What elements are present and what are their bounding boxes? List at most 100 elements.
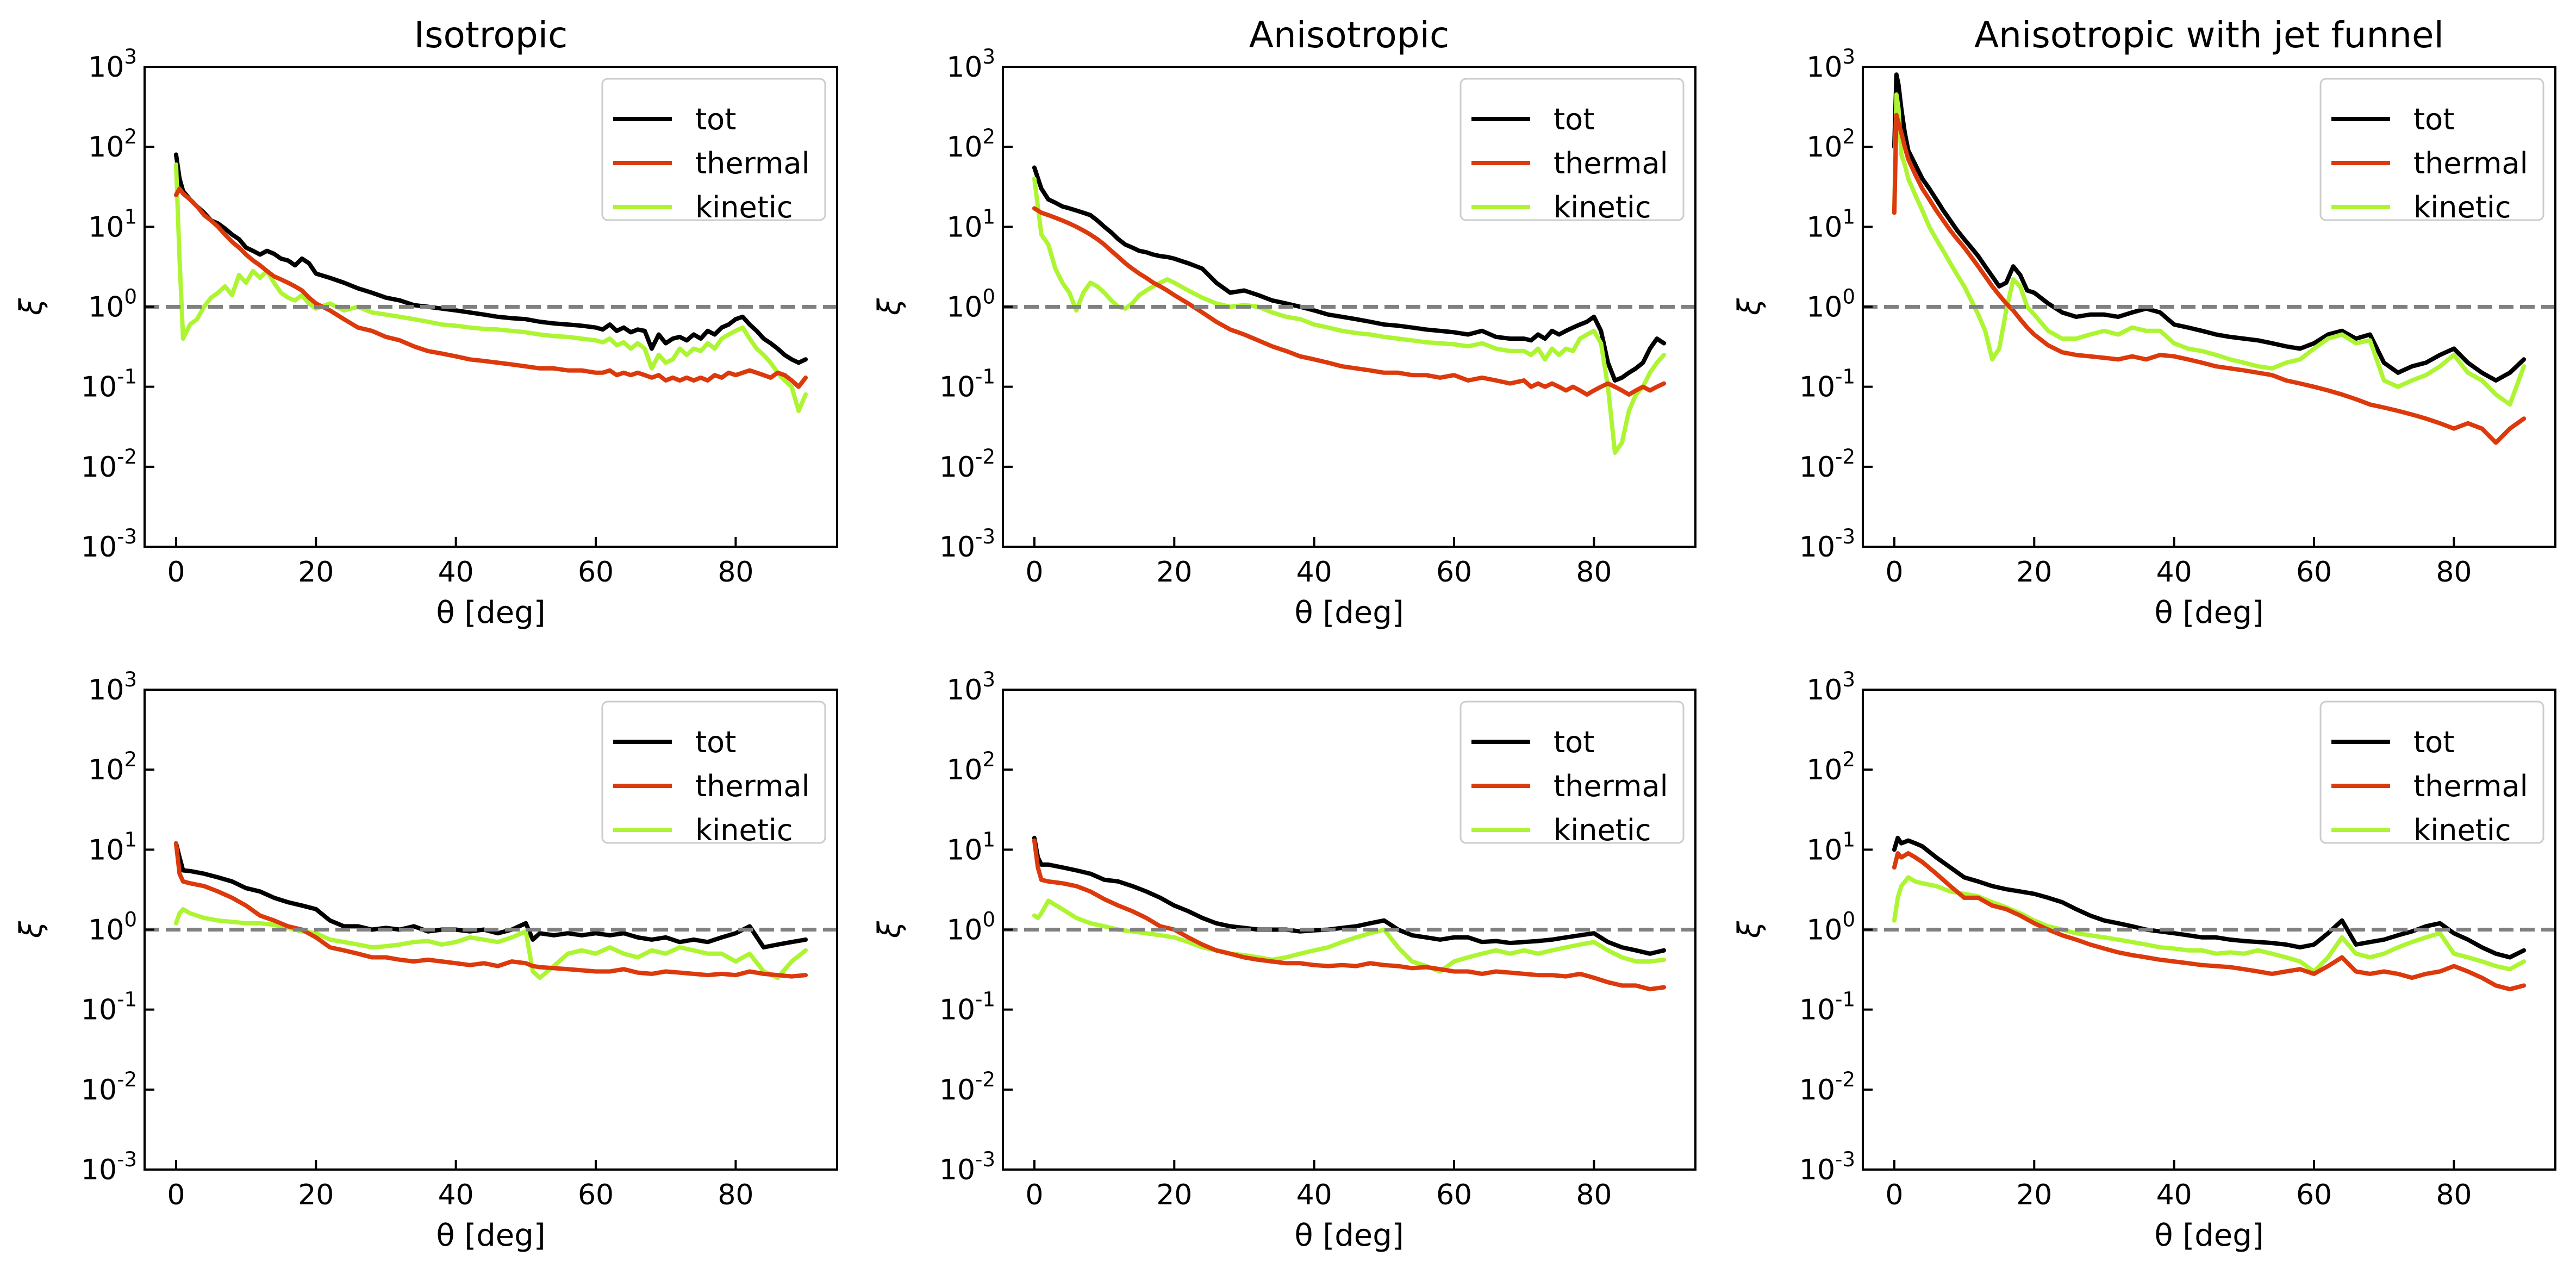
subplot-title: Anisotropic with jet funnel <box>1974 14 2444 56</box>
y-tick-label: 103 <box>1806 668 1855 707</box>
x-axis-label: θ [deg] <box>2154 595 2263 630</box>
legend-box <box>2319 701 2544 844</box>
legend: tot thermal kinetic <box>601 78 826 224</box>
x-tick-label: 80 <box>2436 556 2472 589</box>
y-tick-label: 102 <box>946 748 995 786</box>
x-tick-label: 20 <box>298 556 334 589</box>
y-tick-label: 102 <box>1806 125 1855 164</box>
y-tick-label: 101 <box>88 205 137 243</box>
legend-label-tot: tot <box>2413 725 2454 759</box>
legend: tot thermal kinetic <box>2319 701 2544 847</box>
y-tick-label: 10-1 <box>81 365 137 404</box>
legend-label-thermal: thermal <box>2413 769 2528 803</box>
y-tick-label: 10-3 <box>1799 1148 1855 1186</box>
series-line-thermal <box>173 841 808 979</box>
series-line-kinetic <box>173 162 808 413</box>
y-tick-label: 10-1 <box>939 988 995 1027</box>
legend-label-kinetic: kinetic <box>1554 190 1651 224</box>
y-tick-label: 103 <box>946 45 995 84</box>
y-tick-label: 102 <box>88 125 137 164</box>
y-axis-label: ξ <box>872 298 907 316</box>
legend: tot thermal kinetic <box>1459 78 1685 224</box>
y-tick-label: 10-2 <box>81 1068 137 1107</box>
x-axis-label: θ [deg] <box>2154 1218 2263 1253</box>
y-tick-label: 103 <box>88 45 137 84</box>
x-tick-label: 0 <box>167 556 185 589</box>
y-axis-label: ξ <box>14 298 49 316</box>
legend: tot thermal kinetic <box>601 701 826 847</box>
subplot-6: 0 20 40 60 80 10-3 10-2 10-1 100 101 102 103 θ [deg]… <box>1732 668 2556 1253</box>
y-tick-label: 10-2 <box>939 445 995 484</box>
legend-box <box>1459 701 1685 844</box>
legend-label-kinetic: kinetic <box>2413 190 2511 224</box>
legend-label-tot: tot <box>695 725 736 759</box>
y-tick-label: 100 <box>946 285 995 324</box>
x-tick-label: 20 <box>2016 1179 2052 1211</box>
subplot-title: Isotropic <box>414 14 568 56</box>
y-tick-label: 103 <box>88 668 137 707</box>
x-axis-label: θ [deg] <box>1294 1218 1404 1253</box>
y-tick-label: 10-3 <box>81 1148 137 1186</box>
legend-label-tot: tot <box>1554 725 1594 759</box>
x-tick-label: 80 <box>718 556 753 589</box>
legend-label-thermal: thermal <box>695 769 810 803</box>
series-line-kinetic <box>1032 176 1667 455</box>
subplot-5: 0 20 40 60 80 10-3 10-2 10-1 100 101 102 103 θ [deg]… <box>872 668 1696 1253</box>
subplot-4: 0 20 40 60 80 10-3 10-2 10-1 100 101 102 103 θ [deg]… <box>14 668 838 1253</box>
y-tick-label: 101 <box>1806 828 1855 866</box>
y-tick-label: 101 <box>946 205 995 243</box>
series-line-tot <box>1032 165 1667 383</box>
y-tick-label: 10-2 <box>1799 1068 1855 1107</box>
series-line-thermal <box>1032 206 1667 397</box>
y-axis-label: ξ <box>872 921 907 939</box>
x-tick-label: 60 <box>2296 1179 2332 1211</box>
legend-label-tot: tot <box>2413 102 2454 136</box>
y-tick-label: 10-3 <box>939 1148 995 1186</box>
subplot-title: Anisotropic <box>1249 14 1450 56</box>
x-tick-label: 80 <box>2436 1179 2472 1211</box>
legend-box <box>601 78 826 221</box>
subplot-2: 0 20 40 60 80 10-3 10-2 10-1 100 101 102 103 Anisotr… <box>872 14 1696 630</box>
x-tick-label: 80 <box>718 1179 753 1211</box>
legend-label-thermal: thermal <box>2413 146 2528 180</box>
y-tick-label: 103 <box>946 668 995 707</box>
y-tick-label: 100 <box>88 908 137 947</box>
x-tick-label: 0 <box>167 1179 185 1211</box>
x-axis-label: θ [deg] <box>436 1218 545 1253</box>
y-axis-label: ξ <box>1732 298 1767 316</box>
subplot-1: 0 20 40 60 80 10-3 10-2 10-1 100 101 102 103 Isotrop… <box>14 14 838 630</box>
x-tick-label: 40 <box>1296 556 1332 589</box>
y-tick-label: 10-3 <box>81 525 137 564</box>
x-tick-label: 80 <box>1576 556 1612 589</box>
series-line-thermal <box>1892 851 2527 992</box>
series-line-thermal <box>173 186 808 389</box>
legend: tot thermal kinetic <box>1459 701 1685 847</box>
y-tick-label: 102 <box>88 748 137 786</box>
y-tick-label: 102 <box>1806 748 1855 786</box>
legend-label-kinetic: kinetic <box>1554 813 1651 847</box>
x-tick-label: 20 <box>298 1179 334 1211</box>
x-axis-label: θ [deg] <box>1294 595 1404 630</box>
x-tick-label: 60 <box>1436 1179 1472 1211</box>
y-tick-label: 100 <box>946 908 995 947</box>
x-tick-label: 60 <box>578 1179 614 1211</box>
legend-label-thermal: thermal <box>695 146 810 180</box>
legend-box <box>1459 78 1685 221</box>
series-line-kinetic <box>173 907 808 980</box>
x-tick-label: 20 <box>2016 556 2052 589</box>
legend-label-thermal: thermal <box>1554 146 1668 180</box>
y-tick-label: 100 <box>88 285 137 324</box>
y-tick-label: 10-3 <box>939 525 995 564</box>
y-tick-label: 101 <box>88 828 137 866</box>
series-line-tot <box>1892 72 2527 383</box>
y-tick-label: 10-1 <box>939 365 995 404</box>
x-tick-label: 60 <box>2296 556 2332 589</box>
legend-label-kinetic: kinetic <box>2413 813 2511 847</box>
series-line-tot <box>1892 835 2527 960</box>
x-tick-label: 0 <box>1025 1179 1043 1211</box>
y-tick-label: 100 <box>1806 908 1855 947</box>
y-tick-label: 103 <box>1806 45 1855 84</box>
x-tick-label: 20 <box>1156 1179 1192 1211</box>
